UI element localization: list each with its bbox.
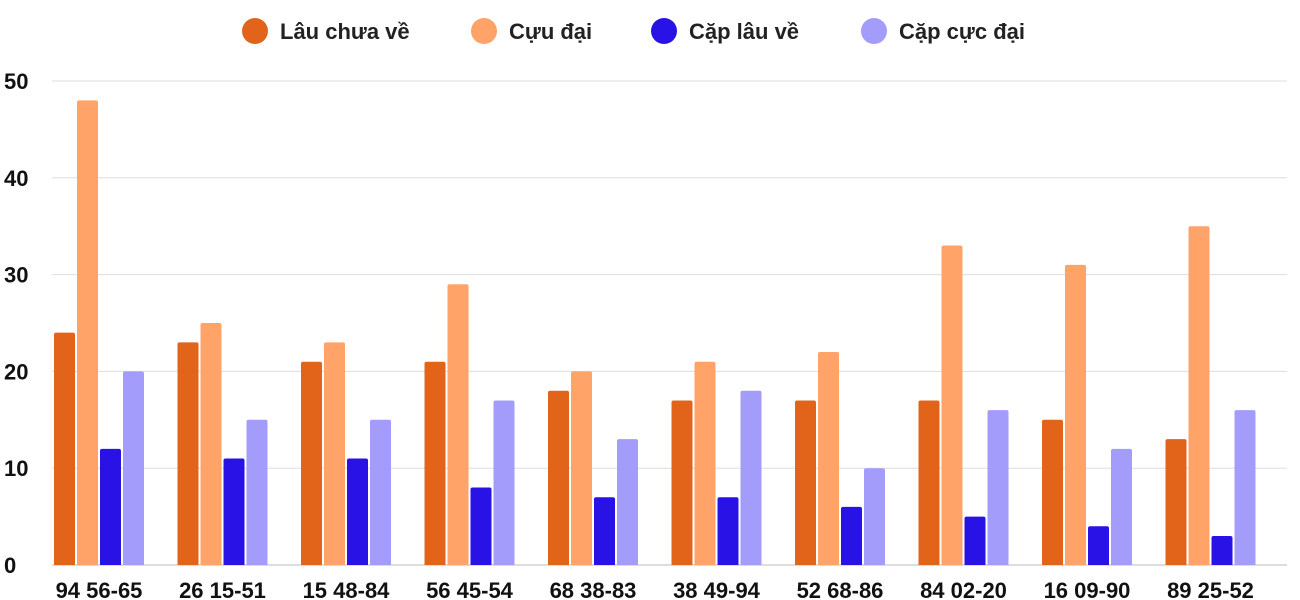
bar <box>941 245 963 565</box>
y-tick-label: 30 <box>4 263 28 288</box>
bar <box>370 419 391 565</box>
bar <box>1188 226 1210 565</box>
x-tick-label: 15 48-84 <box>303 578 391 600</box>
bar <box>424 361 446 565</box>
x-tick-label: 84 02-20 <box>920 578 1007 600</box>
bar <box>1042 419 1063 565</box>
bar <box>740 390 762 565</box>
bar <box>347 458 368 565</box>
y-tick-label: 50 <box>4 69 28 94</box>
bar <box>671 400 693 565</box>
bar <box>841 506 862 565</box>
x-tick-label: 38 49-94 <box>673 578 761 600</box>
y-tick-label: 10 <box>4 456 28 481</box>
x-axis: 94 56-65 26 15-51 15 48-84 56 45-54 68 38-83… <box>56 578 1254 600</box>
legend-label: Lâu chưa về <box>280 19 410 44</box>
legend-marker <box>861 18 887 44</box>
bar <box>470 487 492 565</box>
bar <box>200 323 222 565</box>
y-axis: 0 10 20 30 40 50 <box>4 69 28 578</box>
legend-marker <box>471 18 497 44</box>
bar <box>818 352 839 565</box>
legend-label: Cặp cực đại <box>899 19 1025 44</box>
x-tick-label: 89 25-52 <box>1167 578 1254 600</box>
bar <box>694 361 716 565</box>
bar <box>223 458 245 565</box>
bar <box>964 516 986 565</box>
bar <box>1111 448 1132 565</box>
bar <box>447 284 469 565</box>
legend-marker <box>651 18 677 44</box>
bar <box>54 332 75 565</box>
legend: Lâu chưa về Cựu đại Cặp lâu về Cặp cực đại <box>242 18 1025 44</box>
bar <box>717 497 739 565</box>
bars <box>54 100 1256 566</box>
bar <box>246 419 268 565</box>
bar <box>864 468 885 565</box>
bar <box>548 390 569 565</box>
y-tick-label: 20 <box>4 359 28 384</box>
bar <box>301 361 322 565</box>
bar <box>795 400 816 565</box>
legend-label: Cặp lâu về <box>689 19 799 44</box>
bar <box>1234 410 1256 565</box>
bar <box>177 342 199 565</box>
bar <box>1065 264 1086 565</box>
bar <box>594 497 615 565</box>
bar <box>100 448 121 565</box>
bar <box>324 342 345 565</box>
y-tick-label: 40 <box>4 166 28 191</box>
bar <box>77 100 98 566</box>
bar <box>123 371 144 565</box>
x-tick-label: 56 45-54 <box>426 578 514 600</box>
x-tick-label: 94 56-65 <box>56 578 143 600</box>
bar <box>493 400 515 565</box>
x-tick-label: 68 38-83 <box>550 578 637 600</box>
x-tick-label: 16 09-90 <box>1044 578 1131 600</box>
x-tick-label: 26 15-51 <box>179 578 266 600</box>
bar <box>617 439 638 565</box>
bar <box>1165 439 1187 565</box>
bar <box>1088 526 1109 565</box>
y-tick-label: 0 <box>4 553 16 578</box>
bar <box>987 410 1009 565</box>
legend-marker <box>242 18 268 44</box>
legend-label: Cựu đại <box>509 19 592 44</box>
bar <box>1211 535 1233 565</box>
x-tick-label: 52 68-86 <box>797 578 884 600</box>
bar <box>571 371 592 565</box>
bar <box>918 400 940 565</box>
